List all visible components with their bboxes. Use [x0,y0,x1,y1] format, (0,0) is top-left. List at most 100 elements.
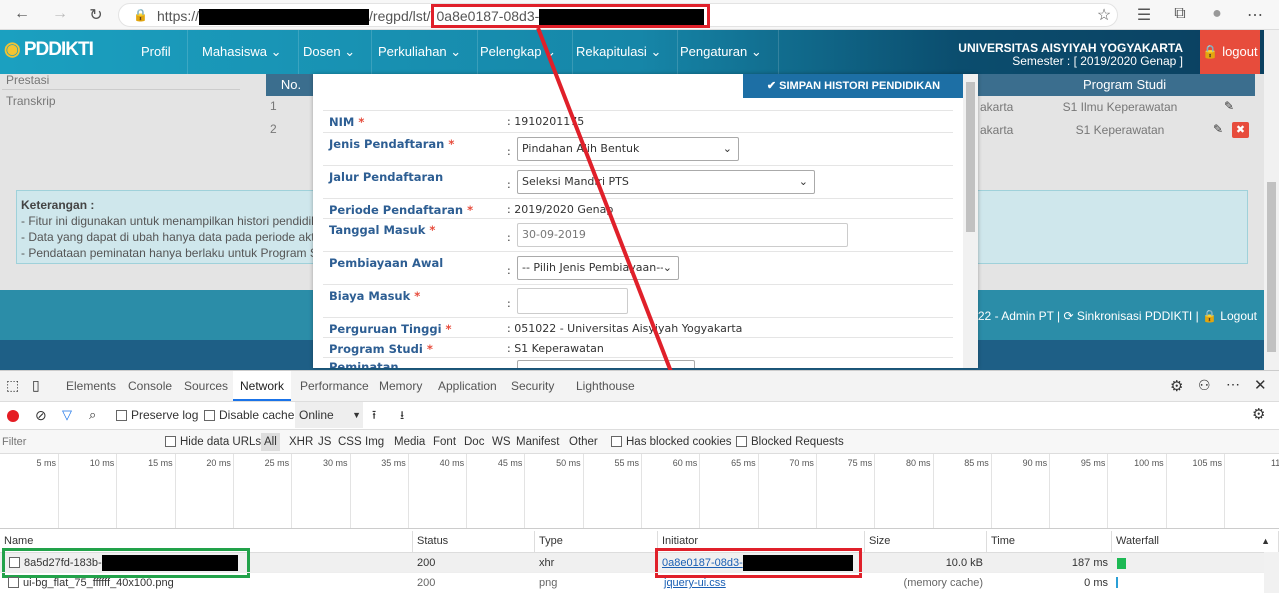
type-media[interactable]: Media [394,436,426,448]
scrollbar-thumb[interactable] [1267,182,1276,352]
type-css[interactable]: CSS [338,436,362,448]
type-manifest[interactable]: Manifest [516,436,560,448]
modal-scrollbar[interactable] [963,74,978,368]
blocked-requests-checkbox[interactable]: Blocked Requests [736,430,844,454]
type-xhr[interactable]: XHR [289,436,314,448]
label: Pembiayaan Awal [329,256,444,270]
delete-button[interactable]: ✖ [1232,122,1249,138]
nav-pengaturan[interactable]: Pengaturan ⌄ [664,30,779,74]
pembiayaan-select[interactable]: -- Pilih Jenis Pembiayaan-- ⌄ [517,256,679,280]
import-icon[interactable]: ⭱ [372,408,377,422]
gear-icon[interactable]: ⚙ [1170,378,1184,395]
reload-icon[interactable]: ↻ [89,7,103,24]
col-name[interactable]: Name [0,531,413,552]
cell-name[interactable]: ui-bg_flat_75_ffffff_40x100.png [4,573,174,593]
jenis-select[interactable]: Pindahan Alih Bentuk ⌄ [517,137,739,161]
col-waterfall[interactable]: Waterfall ▲ [1112,531,1279,552]
logo[interactable]: ◉ PDDIKTI [4,38,94,61]
tab-network[interactable]: Network [233,371,292,401]
tanggal-input[interactable]: 30-09-2019 [517,223,848,247]
cell-initiator[interactable]: 0a8e0187-08d3- [655,548,862,578]
sidebar-item-transkrip[interactable]: Transkrip [6,94,56,108]
file-icon [8,577,19,588]
sidebar-item-prestasi[interactable]: Prestasi [6,73,50,87]
tab-lighthouse[interactable]: Lighthouse [576,379,635,393]
checkbox[interactable] [736,436,747,447]
save-history-button[interactable]: ✔ SIMPAN HISTORI PENDIDIKAN [743,74,964,98]
forward-icon[interactable]: → [52,5,68,22]
nav-mahasiswa[interactable]: Mahasiswa ⌄ [186,30,299,74]
more-icon[interactable]: ⋯ [1226,376,1240,392]
tab-application[interactable]: Application [438,379,497,393]
col-status[interactable]: Status [413,531,535,552]
request-row[interactable]: 8a5d27fd-183b- 200 xhr 0a8e0187-08d3- 10… [0,548,1264,578]
type-other[interactable]: Other [569,436,598,448]
edit-icon[interactable]: ✎ [1224,99,1235,113]
clear-icon[interactable]: ⊘ [35,407,47,423]
timeline-tick-label: 60 ms [672,458,698,468]
initiator-link[interactable]: jquery-ui.css [664,577,726,589]
nav-profil[interactable]: Profil [125,30,188,74]
jalur-select[interactable]: Seleksi Mandiri PTS ⌄ [517,170,815,194]
export-icon[interactable]: ⭳ [400,408,405,422]
disable-cache-checkbox[interactable]: Disable cache [204,402,294,428]
filter-input[interactable] [2,432,122,452]
tab-elements[interactable]: Elements [66,379,117,393]
col-initiator[interactable]: Initiator [658,531,865,552]
preserve-log-checkbox[interactable]: Preserve log [116,402,198,428]
filter-icon[interactable]: ▽ [62,407,72,422]
device-icon[interactable]: ▯ [32,377,40,393]
back-icon[interactable]: ← [14,5,30,22]
star-icon[interactable]: ☆ [1096,7,1112,24]
record-icon[interactable] [7,410,19,422]
hide-data-urls-checkbox[interactable]: Hide data URLs [165,430,261,454]
nav-perkuliahan[interactable]: Perkuliahan ⌄ [362,30,479,74]
profile-avatar[interactable]: ● [1212,5,1222,22]
more-icon[interactable]: ⋯ [1247,7,1263,24]
tab-performance[interactable]: Performance [300,379,369,393]
inspect-icon[interactable]: ⬚ [6,377,20,393]
request-row[interactable]: ui-bg_flat_75_ffffff_40x100.png 200 png … [0,572,1264,593]
initiator-link[interactable]: 0a8e0187-08d3- [662,557,743,569]
checkbox[interactable] [116,410,127,421]
nav-dosen[interactable]: Dosen ⌄ [287,30,373,74]
footer-links[interactable]: 51022 - Admin PT | ⟳ Sinkronisasi PDDIKT… [957,309,1257,323]
address-bar[interactable]: 🔒 https:// /regpd/lst/0a8e0187-08d3- [118,3,1118,29]
feedback-icon[interactable]: ⚇ [1198,377,1211,393]
checkbox[interactable] [204,410,215,421]
tab-memory[interactable]: Memory [379,379,423,393]
peminatan-select[interactable] [517,360,695,368]
type-img[interactable]: Img [365,436,385,448]
logout-button[interactable]: 🔒 logout [1200,30,1260,74]
timeline-gridline [757,454,759,528]
nav-pelengkap[interactable]: Pelengkap ⌄ [464,30,573,74]
tab-console[interactable]: Console [128,379,173,393]
throttle-select[interactable]: Online ▼ [295,402,363,428]
type-js[interactable]: JS [318,436,332,448]
tab-security[interactable]: Security [511,379,555,393]
checkbox[interactable] [165,436,176,447]
type-font[interactable]: Font [433,436,457,448]
close-icon[interactable]: ✕ [1254,377,1267,394]
col-size[interactable]: Size [865,531,987,552]
favorites-icon[interactable]: ☰ [1136,7,1152,24]
search-icon[interactable]: ⌕ [89,407,97,422]
redacted [199,9,370,26]
col-type[interactable]: Type [535,531,658,552]
scrollbar-thumb[interactable] [966,82,975,232]
type-ws[interactable]: WS [492,436,511,448]
col-time[interactable]: Time [987,531,1112,552]
type-doc[interactable]: Doc [464,436,485,448]
network-settings-icon[interactable]: ⚙ [1252,406,1266,423]
cell-name[interactable]: 8a5d27fd-183b- [2,548,250,578]
blocked-cookies-checkbox[interactable]: Has blocked cookies [611,430,731,454]
collections-icon[interactable]: ⧉ [1174,5,1186,22]
page-scrollbar[interactable] [1264,30,1279,370]
biaya-input[interactable] [517,288,628,314]
checkbox[interactable] [611,436,622,447]
table-scrollbar[interactable] [1264,552,1279,593]
nav-rekapitulasi[interactable]: Rekapitulasi ⌄ [560,30,679,74]
tab-sources[interactable]: Sources [184,379,229,393]
edit-icon[interactable]: ✎ [1213,122,1224,136]
type-all[interactable]: All [261,433,280,451]
